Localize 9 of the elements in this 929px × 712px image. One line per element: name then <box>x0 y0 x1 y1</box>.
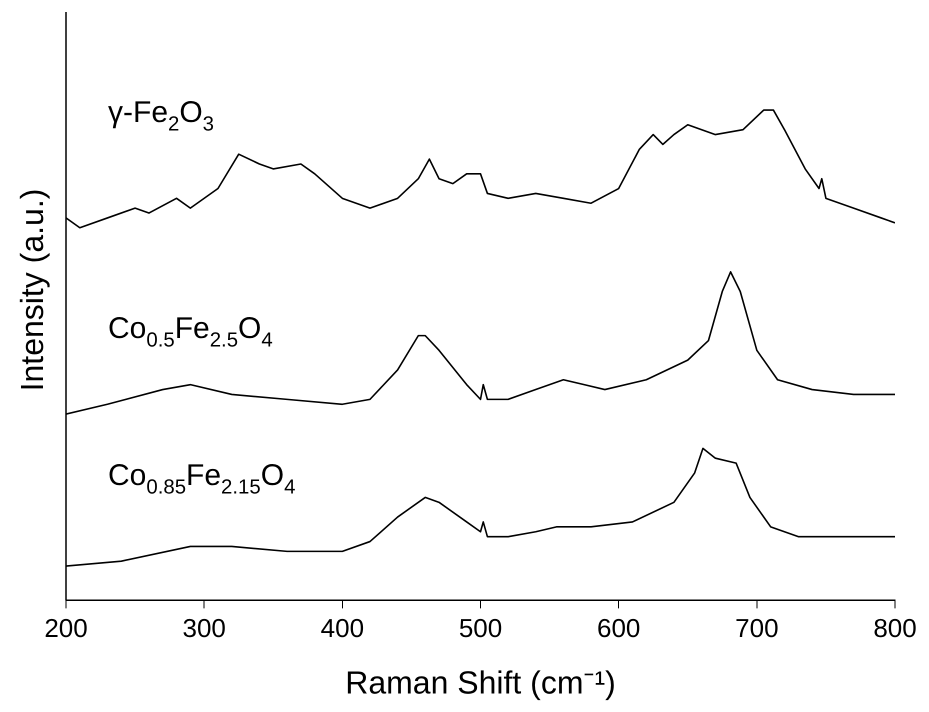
x-tick-label: 400 <box>320 613 364 644</box>
x-tick-label: 800 <box>873 613 917 644</box>
x-tick-label: 700 <box>735 613 779 644</box>
x-tick-label: 300 <box>182 613 226 644</box>
x-tick-label: 200 <box>44 613 88 644</box>
x-axis-title: Raman Shift (cm⁻¹) <box>345 664 616 701</box>
y-axis-title: Intensity (a.u.) <box>14 188 51 392</box>
x-tick-label: 600 <box>596 613 640 644</box>
x-tick-label: 500 <box>458 613 502 644</box>
